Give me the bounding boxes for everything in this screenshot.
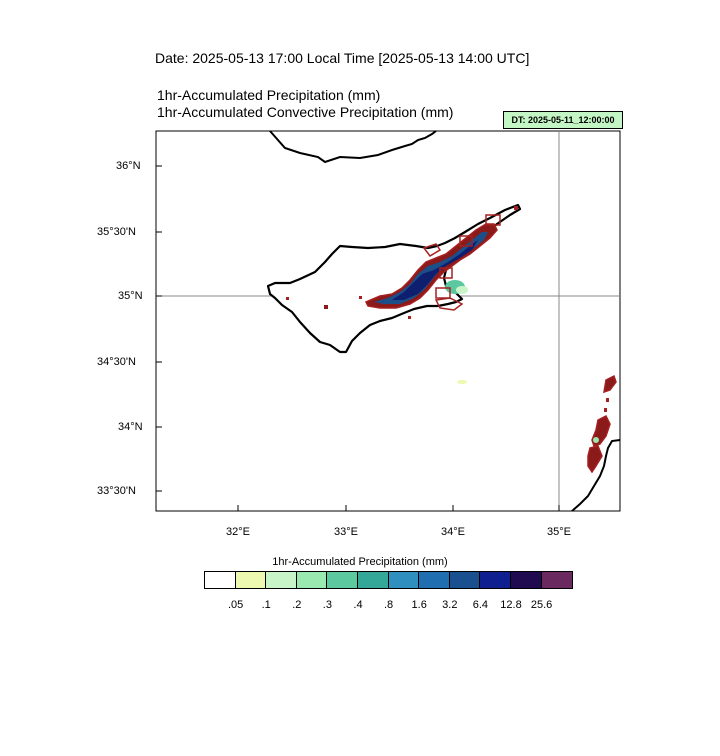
- colorbar-cell: [541, 572, 573, 588]
- dt-badge: DT: 2025-05-11_12:00:00: [503, 111, 623, 129]
- precip-levant-cell: [603, 374, 617, 394]
- precip-levant-cell: [587, 445, 603, 474]
- colorbar-cell: [296, 572, 328, 588]
- lat-label: 35°N: [118, 290, 143, 302]
- convective-contour: [422, 243, 442, 257]
- precip-levant: [587, 374, 617, 474]
- precip-dot: [514, 206, 518, 210]
- convective-box: [485, 214, 501, 226]
- colorbar-cell: [419, 572, 450, 588]
- lon-label: 32°E: [226, 526, 250, 538]
- precip-light-patch: [593, 437, 599, 443]
- colorbar-cell: [510, 572, 542, 588]
- precip-dot: [286, 297, 289, 300]
- precip-title: 1hr-Accumulated Precipitation (mm): [157, 87, 381, 103]
- precip-dot: [606, 398, 609, 402]
- precip-dot: [408, 316, 411, 319]
- convective-box: [439, 267, 453, 279]
- lat-label: 34°N: [118, 421, 143, 433]
- levant-coastline: [571, 439, 621, 512]
- map-frame: [155, 130, 621, 512]
- precip-dot: [359, 296, 362, 299]
- lon-label: 34°E: [441, 526, 465, 538]
- colorbar-label: .3: [322, 599, 332, 611]
- lat-label: 36°N: [116, 160, 141, 172]
- colorbar-cell: [205, 572, 236, 588]
- lat-label: 34°30'N: [97, 356, 136, 368]
- colorbar-label: 12.8: [500, 599, 522, 611]
- colorbar-label: .05: [227, 599, 244, 611]
- colorbar-cell: [449, 572, 481, 588]
- precip-light-patch: [457, 380, 467, 384]
- precip-dot: [324, 305, 328, 309]
- tick-marks: [156, 165, 560, 511]
- precip-light-patch: [456, 286, 468, 294]
- convective-contour: [434, 297, 464, 311]
- colorbar-cell: [388, 572, 420, 588]
- colorbar-label: .8: [384, 599, 394, 611]
- colorbar-cell: [266, 572, 297, 588]
- colorbar-cell: [357, 572, 389, 588]
- turkey-coastline: [269, 130, 437, 164]
- precip-band-inner: [374, 232, 488, 304]
- colorbar-label: .2: [292, 599, 302, 611]
- colorbar-cell: [480, 572, 511, 588]
- colorbar-label: 3.2: [442, 599, 458, 611]
- precip-band-core: [392, 240, 478, 300]
- convective-box: [435, 287, 451, 299]
- colorbar: [204, 571, 574, 589]
- colorbar-label: 1.6: [411, 599, 427, 611]
- colorbar-label: 25.6: [530, 599, 553, 611]
- colorbar-label: .1: [261, 599, 271, 611]
- convective-precip-title: 1hr-Accumulated Convective Precipitation…: [157, 104, 454, 120]
- convective-box: [459, 235, 473, 247]
- colorbar-cell: [235, 572, 267, 588]
- precip-dot: [604, 408, 607, 412]
- colorbar-cell: [327, 572, 358, 588]
- lat-label: 33°30'N: [97, 485, 136, 497]
- precip-band: [286, 206, 518, 384]
- colorbar-label: .4: [353, 599, 363, 611]
- date-title: Date: 2025-05-13 17:00 Local Time [2025-…: [155, 50, 530, 66]
- lon-label: 35°E: [547, 526, 571, 538]
- lon-label: 33°E: [334, 526, 358, 538]
- lat-label: 35°30'N: [97, 226, 136, 238]
- colorbar-title: 1hr-Accumulated Precipitation (mm): [272, 556, 448, 568]
- colorbar-label: 6.4: [472, 599, 489, 611]
